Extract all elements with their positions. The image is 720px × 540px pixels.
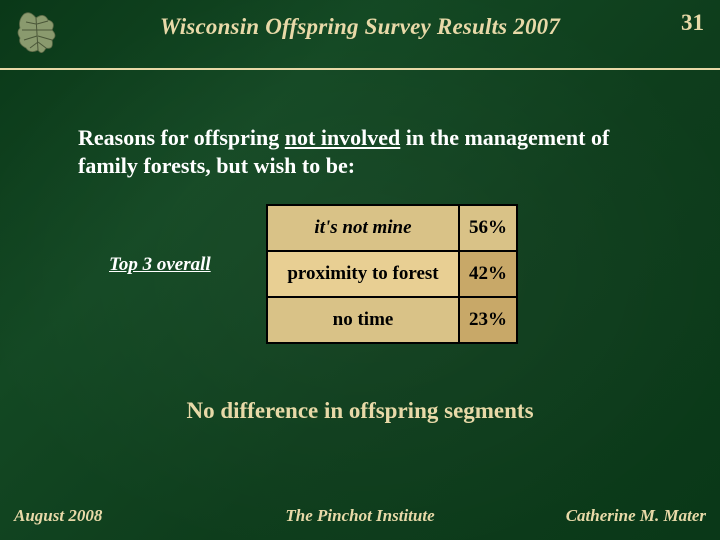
reason-cell: no time	[267, 297, 459, 343]
slide: Wisconsin Offspring Survey Results 2007 …	[0, 0, 720, 540]
table-row: it's not mine 56%	[267, 205, 517, 251]
lead-prefix: Reasons for offspring	[78, 125, 285, 150]
reason-cell: it's not mine	[267, 205, 459, 251]
top3-label: Top 3 overall	[109, 254, 211, 276]
no-difference-note: No difference in offspring segments	[0, 398, 720, 424]
header: Wisconsin Offspring Survey Results 2007 …	[0, 0, 720, 74]
footer-author: Catherine M. Mater	[566, 506, 706, 526]
header-divider	[0, 68, 720, 70]
reasons-table: it's not mine 56% proximity to forest 42…	[266, 204, 518, 344]
lead-emphasis: not involved	[285, 125, 401, 150]
page-title: Wisconsin Offspring Survey Results 2007	[0, 14, 720, 40]
percent-cell: 42%	[459, 251, 517, 297]
percent-cell: 23%	[459, 297, 517, 343]
page-number: 31	[681, 10, 704, 36]
table-row: proximity to forest 42%	[267, 251, 517, 297]
reason-cell: proximity to forest	[267, 251, 459, 297]
table-row: no time 23%	[267, 297, 517, 343]
percent-cell: 56%	[459, 205, 517, 251]
lead-paragraph: Reasons for offspring not involved in th…	[78, 124, 640, 179]
